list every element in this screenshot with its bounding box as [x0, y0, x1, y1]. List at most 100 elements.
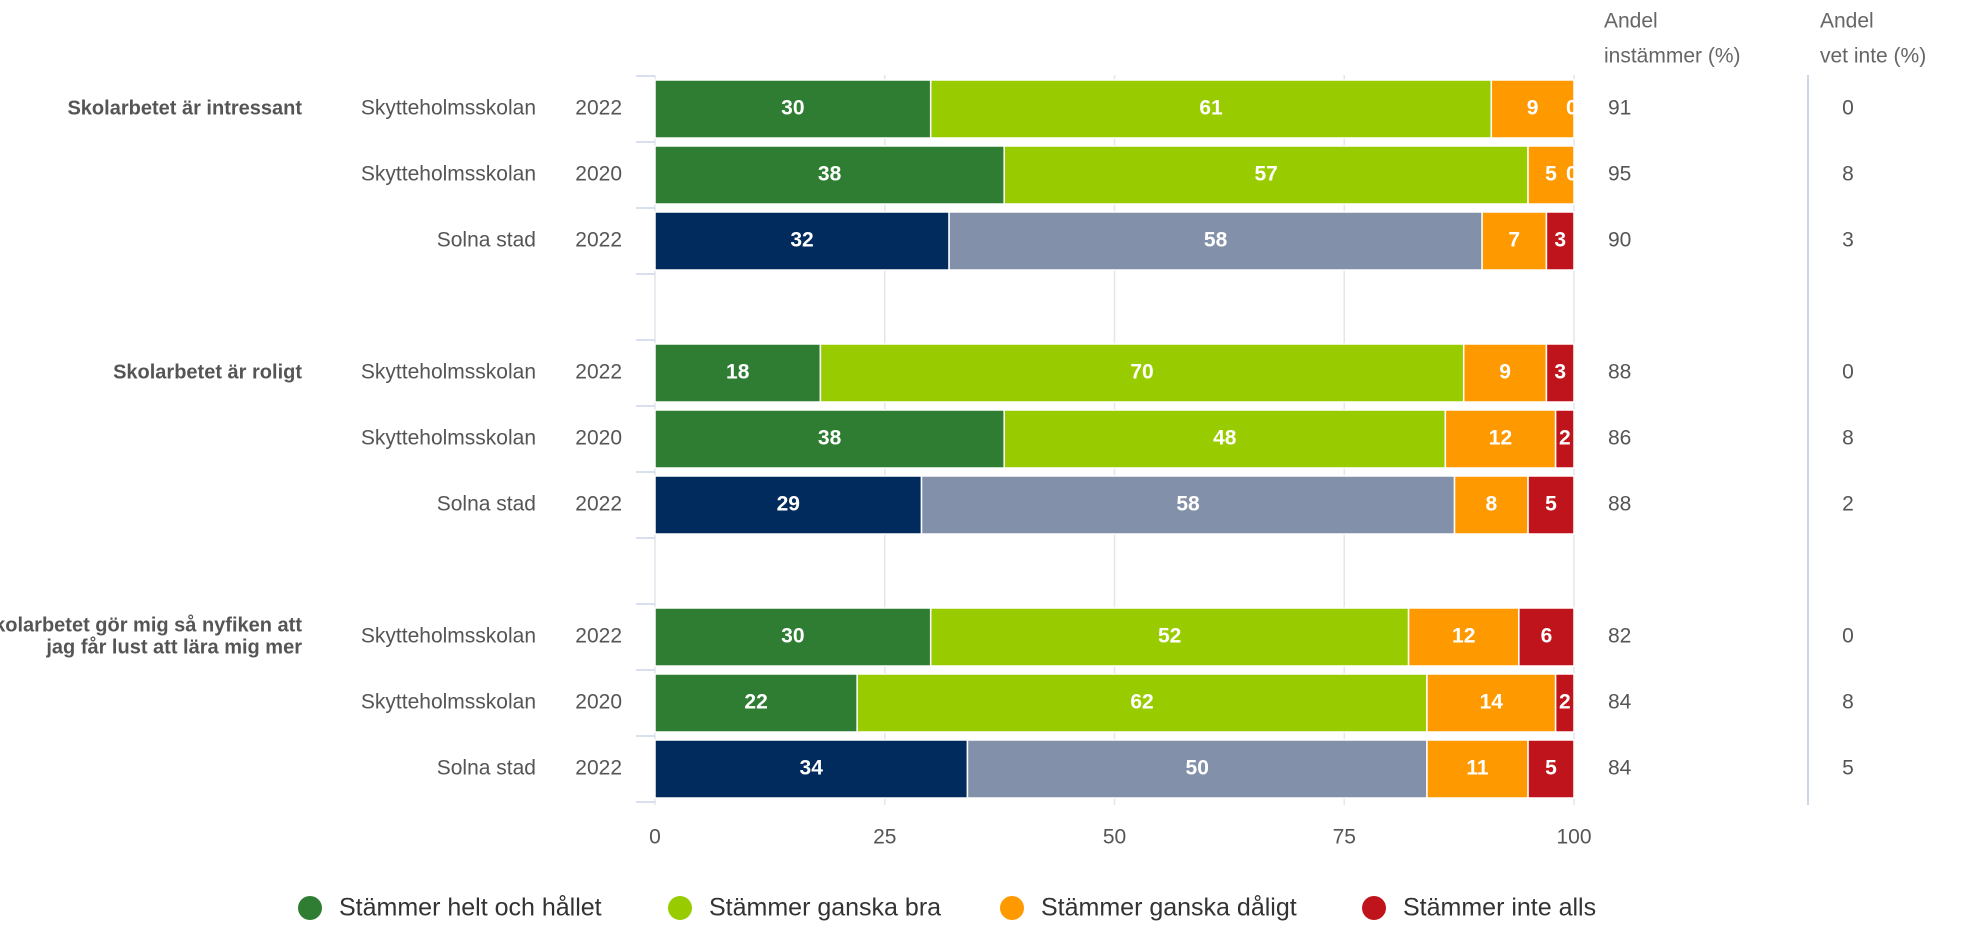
agree-value: 84 [1608, 757, 1632, 780]
bar-segment [1407, 607, 1520, 667]
bar-segment [1554, 409, 1575, 469]
school-label: Skytteholmsskolan [361, 625, 536, 648]
school-label: Skytteholmsskolan [361, 691, 536, 714]
bar-segment [1003, 145, 1529, 205]
agree-value: 88 [1608, 493, 1631, 516]
data-label: 38 [818, 427, 842, 450]
legend-marker-1 [668, 896, 692, 920]
school-label: Skytteholmsskolan [361, 427, 536, 450]
data-label: 7 [1508, 229, 1520, 252]
data-label: 0 [1566, 163, 1578, 186]
legend-label-2: Stämmer ganska dåligt [1041, 894, 1297, 922]
school-label: Solna stad [437, 493, 536, 516]
bar-segment [1518, 607, 1575, 667]
data-label: 9 [1499, 361, 1511, 384]
data-label: 0 [1566, 97, 1578, 120]
year-label: 2022 [575, 625, 622, 648]
data-label: 12 [1452, 625, 1475, 648]
year-label: 2022 [575, 757, 622, 780]
x-tick-label-2: 50 [1103, 826, 1126, 849]
dontknow-value: 2 [1842, 493, 1854, 516]
legend-marker-3 [1362, 896, 1386, 920]
data-label: 50 [1186, 757, 1209, 780]
question-label: Skolarbetet är roligt [113, 361, 302, 383]
bar-segment [1545, 343, 1575, 403]
bar-segment [929, 607, 1410, 667]
year-label: 2022 [575, 361, 622, 384]
agree-value: 88 [1608, 361, 1631, 384]
bar-segment [1426, 673, 1557, 733]
bar-segment [654, 607, 932, 667]
year-label: 2022 [575, 229, 622, 252]
x-tick-label-4: 100 [1556, 826, 1591, 849]
bar-segment [1003, 409, 1447, 469]
data-label: 2 [1559, 691, 1571, 714]
data-label: 22 [744, 691, 767, 714]
data-label: 62 [1130, 691, 1153, 714]
dontknow-value: 8 [1842, 691, 1854, 714]
data-label: 70 [1130, 361, 1153, 384]
dontknow-value: 8 [1842, 163, 1854, 186]
bar-segment [929, 79, 1493, 139]
data-label: 5 [1545, 757, 1557, 780]
data-label: 30 [781, 97, 804, 120]
bar-segment [1527, 145, 1575, 205]
data-label: 30 [781, 625, 804, 648]
school-label: Skytteholmsskolan [361, 163, 536, 186]
agree-value: 90 [1608, 229, 1631, 252]
dontknow-value: 3 [1842, 229, 1854, 252]
data-label: 12 [1489, 427, 1512, 450]
bar-segment [856, 673, 1428, 733]
bar-segment [1527, 475, 1575, 535]
bar-segment [1554, 673, 1575, 733]
legend-marker-0 [298, 896, 322, 920]
bar-segment [654, 475, 923, 535]
data-label: 29 [777, 493, 800, 516]
bar-segment [654, 211, 950, 271]
row-labels: Skolarbetet är intressant Skytteholmsskol… [0, 97, 622, 780]
bar-segment [654, 145, 1005, 205]
data-label: 61 [1199, 97, 1223, 120]
bar-segment [1527, 739, 1575, 799]
data-label: 38 [818, 163, 842, 186]
agree-value: 91 [1608, 97, 1631, 120]
legend-label-1: Stämmer ganska bra [709, 894, 941, 922]
legend-label-0: Stämmer helt och hållet [339, 894, 602, 922]
agree-header: Andel [1604, 10, 1658, 33]
bar-segment [966, 739, 1428, 799]
data-label: 34 [800, 757, 824, 780]
data-label: 3 [1554, 229, 1566, 252]
data-label: 48 [1213, 427, 1237, 450]
legend-marker-2 [1000, 896, 1024, 920]
x-tick-label-3: 75 [1333, 826, 1356, 849]
bar-segment [654, 739, 969, 799]
question-label: jag får lust att lära mig mer [45, 635, 302, 658]
bar-segment [1545, 211, 1575, 271]
x-tick-label-0: 0 [649, 826, 661, 849]
agree-value: 95 [1608, 163, 1631, 186]
data-label: 6 [1541, 625, 1553, 648]
bar-segment [654, 673, 858, 733]
data-label: 18 [726, 361, 750, 384]
school-label: Solna stad [437, 229, 536, 252]
data-label: 5 [1545, 163, 1557, 186]
year-label: 2020 [575, 427, 622, 450]
legend: Stämmer helt och hållet Stämmer ganska br… [298, 894, 1596, 922]
question-label: Skolarbetet gör mig så nyfiken att [0, 613, 302, 636]
data-label: 2 [1559, 427, 1571, 450]
data-label: 58 [1176, 493, 1200, 516]
data-label: 32 [790, 229, 813, 252]
agree-header: instämmer (%) [1604, 45, 1741, 68]
legend-label-3: Stämmer inte alls [1403, 894, 1596, 922]
year-label: 2022 [575, 493, 622, 516]
data-label: 58 [1204, 229, 1228, 252]
data-label: 8 [1485, 493, 1497, 516]
x-axis: 0 25 50 75 100 [636, 75, 1592, 849]
data-label: 14 [1480, 691, 1504, 714]
school-label: Skytteholmsskolan [361, 361, 536, 384]
agree-value: 82 [1608, 625, 1631, 648]
dontknow-value: 5 [1842, 757, 1854, 780]
bar-segment [1426, 739, 1529, 799]
year-label: 2020 [575, 163, 622, 186]
